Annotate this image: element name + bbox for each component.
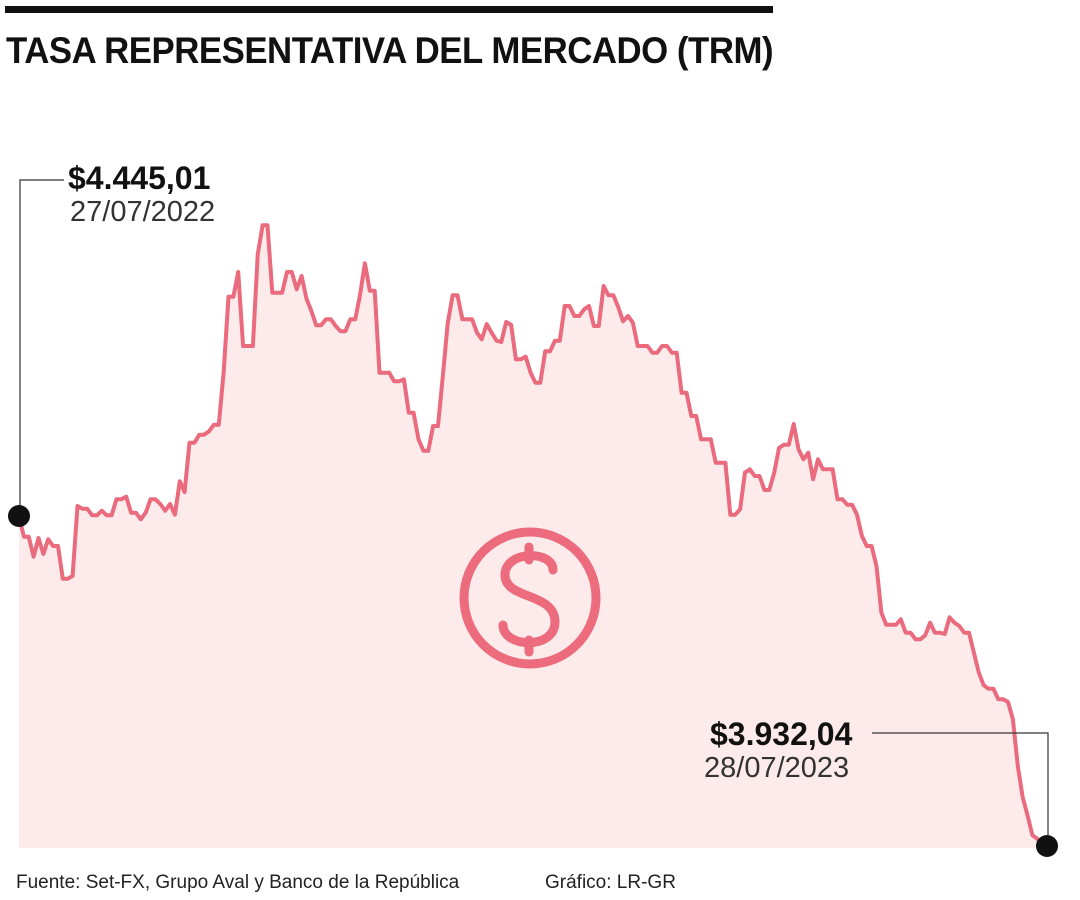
- source-note: Fuente: Set-FX, Grupo Aval y Banco de la…: [16, 872, 460, 893]
- start-date-label: 27/07/2022: [70, 196, 216, 228]
- end-leader-line: [872, 732, 1049, 846]
- start-marker: [8, 505, 30, 527]
- credit-note: Gráfico: LR-GR: [545, 872, 676, 893]
- dollar-coin-icon: [459, 527, 601, 669]
- start-value-label: $4.445,01: [68, 160, 211, 196]
- series-line: [17, 223, 1049, 848]
- series-area: [19, 225, 1047, 849]
- chart-title: TASA REPRESENTATIVA DEL MERCADO (TRM): [6, 30, 774, 71]
- start-leader-line: [19, 179, 64, 516]
- end-value-label: $3.932,04: [710, 716, 853, 752]
- end-marker: [1036, 835, 1058, 857]
- top-rule: [5, 6, 773, 13]
- end-date-label: 28/07/2023: [704, 752, 850, 784]
